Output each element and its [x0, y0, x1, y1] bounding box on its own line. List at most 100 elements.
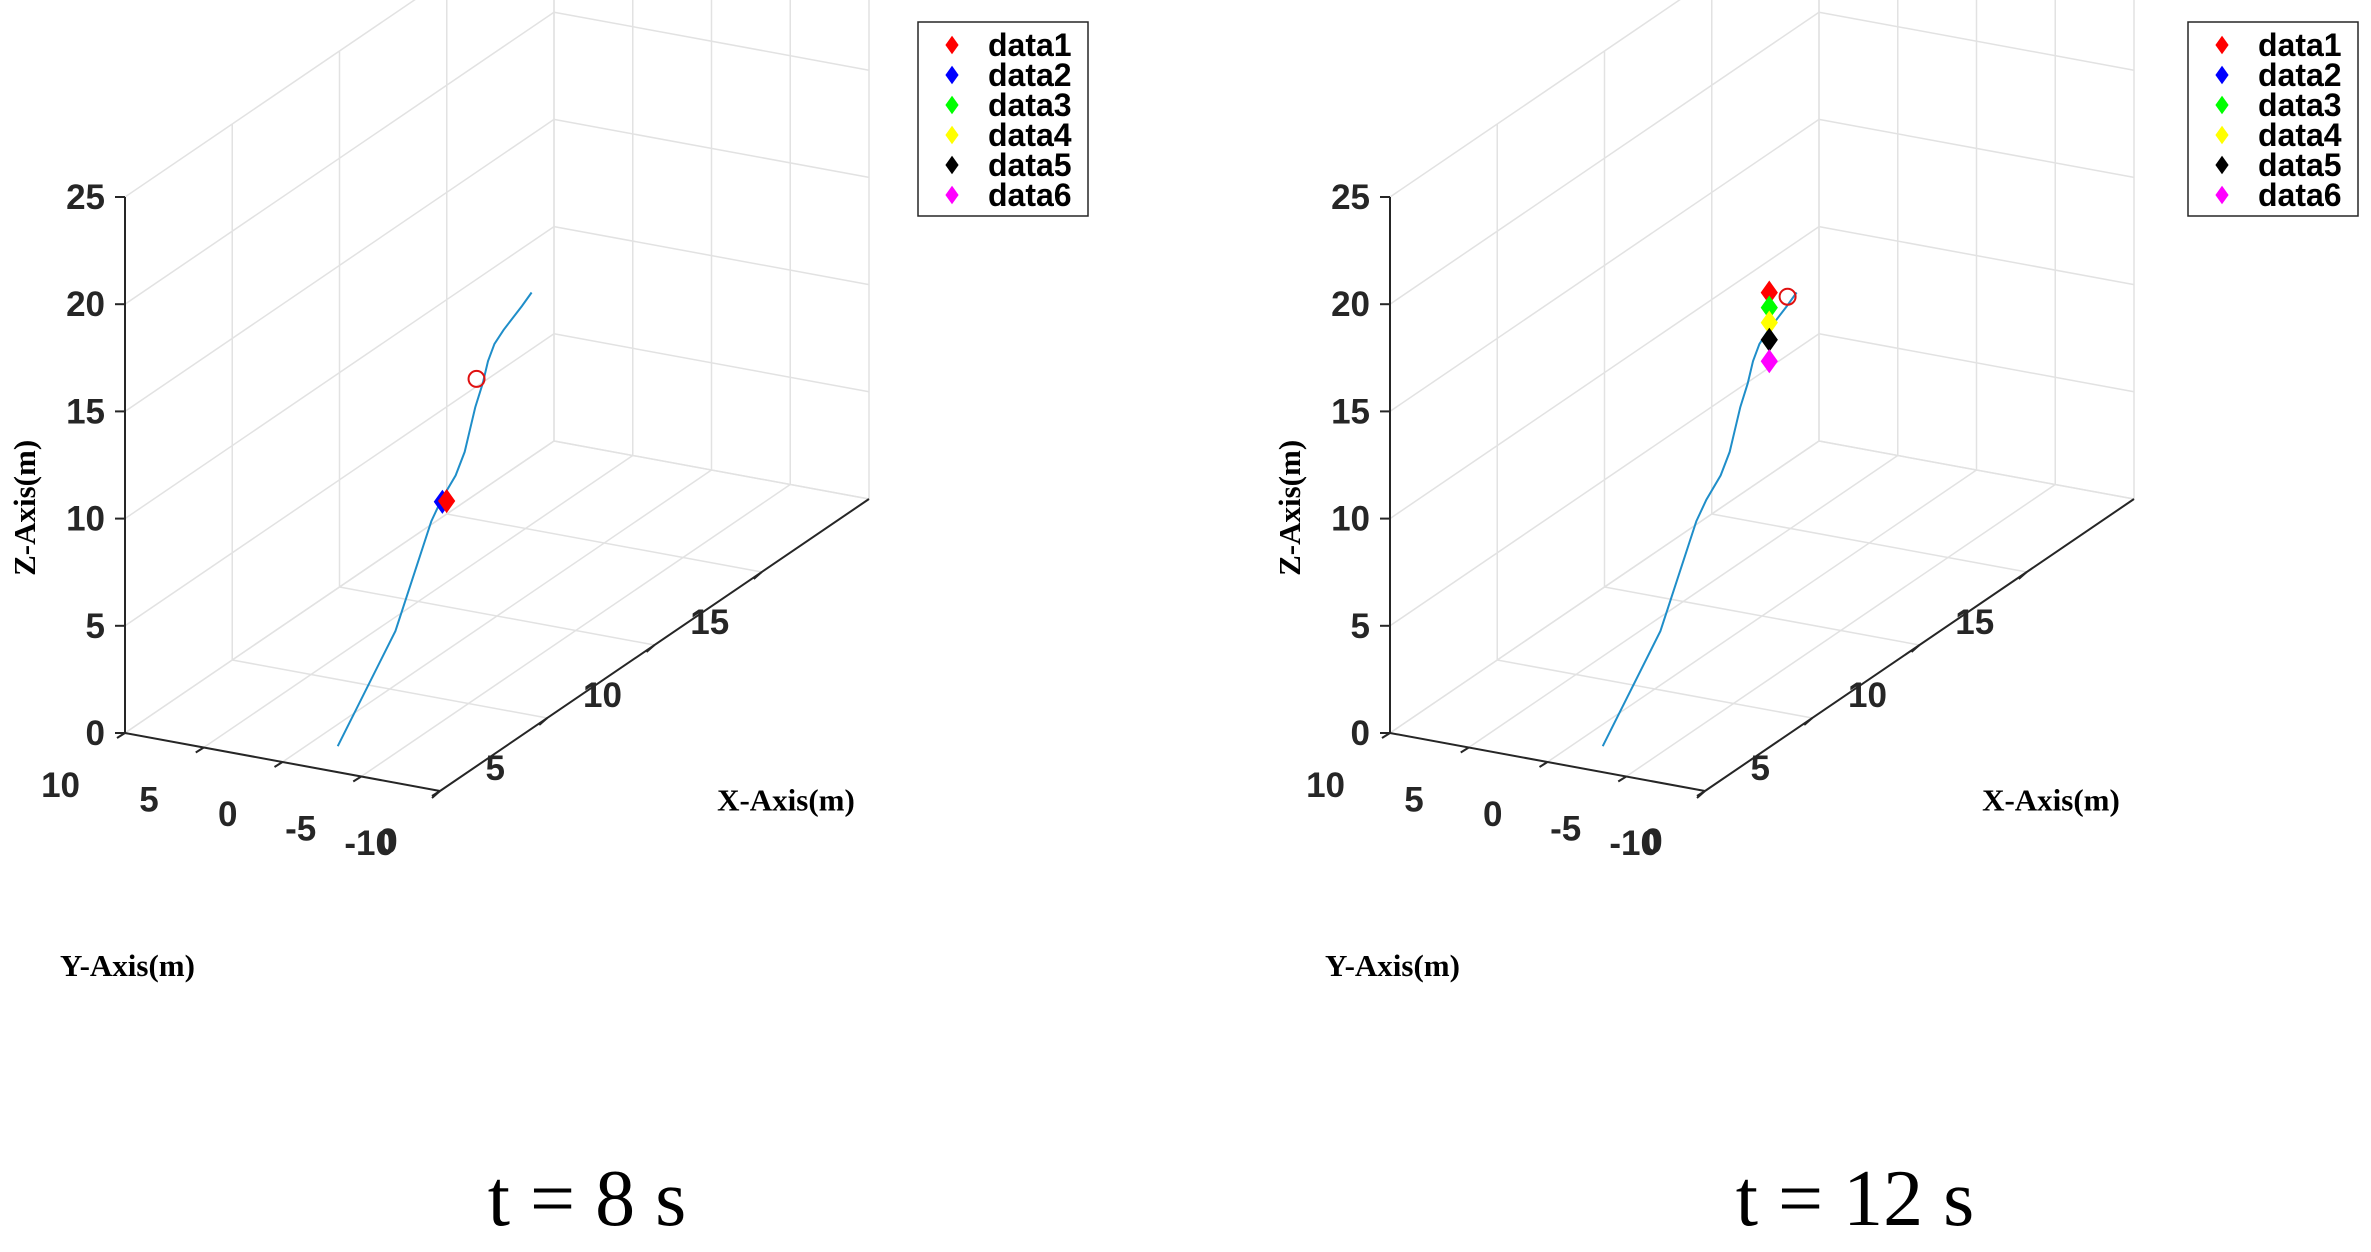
- side-wall-gridline: [1818, 225, 2135, 286]
- marker-data6: [1760, 349, 1778, 374]
- z-tick-label: 20: [1331, 285, 1370, 324]
- panel-caption: t = 12 s: [1736, 1155, 1974, 1243]
- legend-label: data4: [988, 117, 1072, 153]
- y-axis-label: Y-Axis(m): [60, 948, 195, 983]
- back-wall-gridline: [1389, 11, 1820, 305]
- z-tick-label: 10: [66, 500, 105, 539]
- x-tick-mark: [645, 644, 656, 653]
- back-wall-gridline: [1389, 0, 1681, 198]
- chart-1: 051015-10-505100510152025X-Axis(m)Y-Axis…: [7, 0, 1089, 1243]
- x-tick-label: 5: [1751, 749, 1770, 788]
- legend-label: data5: [2258, 147, 2342, 183]
- legend-label: data3: [2258, 87, 2342, 123]
- marker-data5: [1760, 327, 1778, 352]
- back-wall-gridline: [1389, 225, 1820, 520]
- y-tick-label: 0: [218, 795, 237, 834]
- legend-label: data6: [988, 177, 1072, 213]
- x-tick-label: 0: [378, 822, 397, 861]
- z-tick-label: 25: [1331, 178, 1370, 217]
- y-tick-mark: [352, 775, 362, 783]
- floor-gridline: [1468, 454, 1899, 749]
- z-tick-label: 25: [66, 178, 105, 217]
- back-wall-gridline: [124, 118, 555, 413]
- x-tick-label: 10: [583, 676, 622, 715]
- z-axis-label: Z-Axis(m): [1272, 440, 1307, 576]
- z-tick-label: 5: [1351, 607, 1370, 646]
- z-tick-label: 0: [1351, 714, 1370, 753]
- legend-box: [2187, 21, 2359, 217]
- y-axis-label: Y-Axis(m): [1325, 948, 1460, 983]
- back-wall-gridline: [1389, 118, 1820, 413]
- legend-marker-data4: [2215, 125, 2229, 145]
- x-tick-label: 15: [1955, 603, 1994, 642]
- legend-marker-data5: [2215, 155, 2229, 175]
- legend-label: data5: [988, 147, 1072, 183]
- y-tick-label: 10: [41, 766, 80, 805]
- legend-marker-data2: [2215, 65, 2229, 85]
- y-tick-label: 10: [1306, 766, 1345, 805]
- floor-gridline: [1547, 469, 1977, 763]
- floor-gridline: [203, 454, 634, 749]
- x-tick-label: 0: [1643, 822, 1662, 861]
- y-tick-label: 0: [1483, 795, 1502, 834]
- legend-marker-data3: [2215, 95, 2229, 115]
- y-tick-mark: [273, 761, 284, 768]
- side-wall-gridline: [1818, 11, 2135, 71]
- legend-label: data2: [988, 57, 1072, 93]
- z-tick-label: 0: [86, 714, 105, 753]
- side-wall-gridline: [553, 333, 870, 393]
- side-wall-gridline: [553, 118, 870, 179]
- x-tick-mark: [1803, 717, 1813, 726]
- back-wall-gridline: [124, 440, 555, 734]
- y-tick-label: -5: [1550, 810, 1581, 849]
- z-tick-label: 15: [1331, 392, 1370, 431]
- x-tick-mark: [2018, 571, 2028, 580]
- z-tick-label: 5: [86, 607, 105, 646]
- back-wall-gridline: [124, 11, 555, 305]
- x-tick-mark: [538, 717, 548, 726]
- legend-marker-data6: [2215, 185, 2229, 205]
- y-tick-mark: [1538, 761, 1549, 768]
- x-axis-label: X-Axis(m): [717, 782, 855, 817]
- y-tick-label: 5: [139, 781, 158, 820]
- z-tick-label: 15: [66, 392, 105, 431]
- y-tick-mark: [1696, 790, 1706, 797]
- side-wall-gridline: [1818, 118, 2135, 179]
- legend-label: data1: [2258, 27, 2342, 63]
- y-tick-mark: [195, 746, 205, 754]
- y-tick-label: -5: [285, 810, 316, 849]
- x-tick-label: 10: [1848, 676, 1887, 715]
- chart-2: 051015-10-505100510152025X-Axis(m)Y-Axis…: [1272, 0, 2359, 1243]
- side-wall-gridline: [553, 11, 870, 71]
- back-wall-gridline: [124, 0, 416, 198]
- y-tick-label: 5: [1404, 781, 1423, 820]
- panel-caption: t = 8 s: [488, 1155, 686, 1243]
- legend-marker-data5: [945, 155, 959, 175]
- legend-box: [917, 21, 1089, 217]
- y-tick-mark: [431, 790, 441, 797]
- x-tick-mark: [1910, 644, 1921, 653]
- legend-marker-data1: [945, 35, 959, 55]
- x-tick-label: 5: [486, 749, 505, 788]
- x-tick-mark: [753, 571, 763, 580]
- side-wall-gridline: [553, 440, 870, 500]
- legend-label: data1: [988, 27, 1072, 63]
- legend-marker-data1: [2215, 35, 2229, 55]
- floor-gridline: [1625, 483, 2056, 778]
- y-tick-label: -10: [344, 824, 395, 863]
- legend-marker-data6: [945, 185, 959, 205]
- legend-label: data4: [2258, 117, 2342, 153]
- legend-label: data6: [2258, 177, 2342, 213]
- legend-label: data3: [988, 87, 1072, 123]
- target-circle-marker: [467, 369, 486, 388]
- floor-gridline: [360, 483, 791, 778]
- back-wall-gridline: [1389, 440, 1820, 734]
- legend-marker-data4: [945, 125, 959, 145]
- target-circle-marker: [1778, 287, 1797, 306]
- x-tick-label: 15: [690, 603, 729, 642]
- x-axis-label: X-Axis(m): [1982, 782, 2120, 817]
- y-tick-mark: [1617, 775, 1627, 783]
- z-tick-label: 20: [66, 285, 105, 324]
- legend-label: data2: [2258, 57, 2342, 93]
